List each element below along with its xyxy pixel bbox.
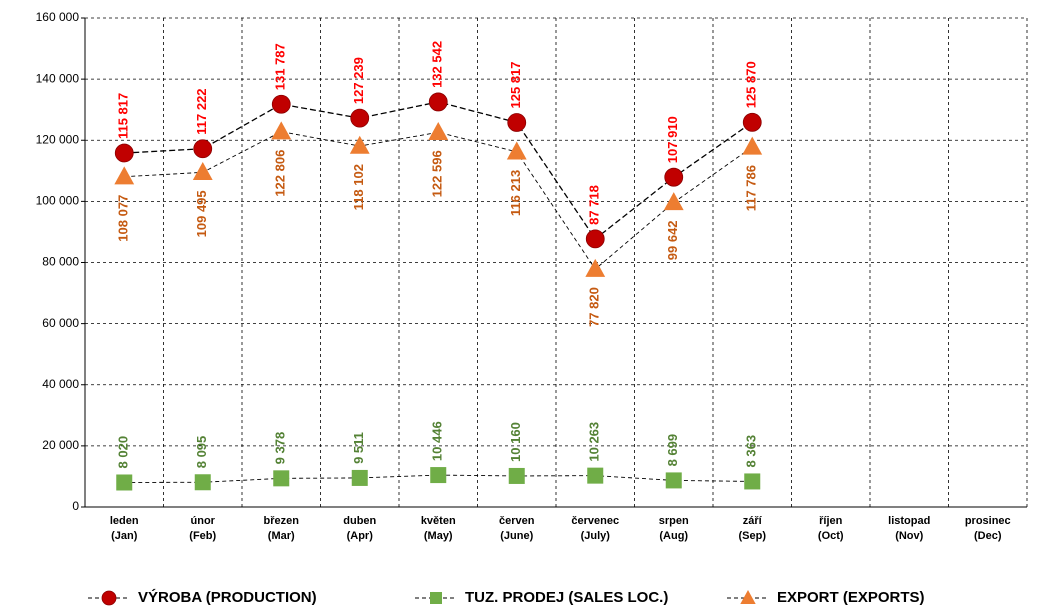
data-label: 8 095 [194, 436, 209, 469]
data-label: 9 511 [351, 432, 366, 464]
x-tick-label: leden (Jan) [110, 515, 139, 542]
data-point [350, 108, 370, 128]
data-label: 127 239 [351, 57, 366, 104]
legend-marker [740, 589, 756, 604]
data-point [507, 113, 527, 132]
data-point [585, 229, 605, 249]
x-tick-label: březen (Mar) [264, 515, 300, 542]
data-label: 8 699 [665, 434, 680, 467]
data-label: 117 222 [194, 88, 209, 134]
data-label: 9 378 [273, 432, 288, 465]
legend-label: EXPORT (EXPORTS) [777, 589, 925, 606]
y-tick-label: 40 000 [42, 377, 79, 391]
data-label: 117 786 [744, 165, 759, 211]
x-tick-label: září (Sep) [739, 515, 767, 542]
data-point [430, 467, 447, 484]
x-tick-label: červen (June) [499, 515, 535, 542]
data-label: 8 020 [116, 436, 131, 469]
data-point [273, 470, 290, 487]
data-label: 116 213 [508, 170, 523, 216]
y-tick-label: 140 000 [36, 71, 80, 85]
x-tick-label: říjen (Oct) [818, 515, 844, 542]
data-point [271, 121, 292, 140]
data-label: 122 596 [430, 150, 445, 197]
data-point [663, 192, 684, 211]
data-point [742, 112, 762, 132]
legend-marker [101, 590, 117, 606]
x-tick-label: květen (May) [421, 515, 456, 542]
data-point [349, 135, 370, 154]
data-label: 10 263 [587, 422, 602, 462]
data-point [744, 473, 761, 490]
data-point [742, 136, 763, 155]
data-label: 125 817 [508, 61, 523, 108]
data-point [116, 474, 133, 491]
data-label: 87 718 [587, 185, 602, 225]
series: 8 020 8 095 9 378 9 511 10 446 10 160 10 263 8 … [116, 421, 761, 491]
data-point [665, 472, 682, 489]
data-point [114, 143, 134, 163]
data-point [585, 258, 606, 277]
y-tick-label: 20 000 [42, 438, 79, 452]
data-label: 115 817 [116, 93, 131, 139]
data-label: 131 787 [273, 43, 288, 90]
data-point [506, 141, 527, 160]
y-tick-label: 160 000 [36, 10, 80, 24]
legend-label: TUZ. PRODEJ (SALES LOC.) [465, 589, 668, 606]
y-tick-label: 120 000 [36, 132, 80, 146]
series: 115 817 117 222 131 787 127 239 132 542 125 8… [114, 41, 762, 249]
y-tick-label: 100 000 [36, 194, 80, 208]
data-label: 108 077 [116, 195, 131, 242]
data-point [271, 94, 291, 114]
y-tick-label: 80 000 [42, 255, 79, 269]
x-tick-label: listopad (Nov) [888, 515, 930, 542]
data-label: 118 102 [351, 164, 366, 210]
data-point [114, 166, 135, 185]
data-point [192, 162, 213, 181]
y-tick-label: 60 000 [42, 316, 79, 330]
data-point [428, 92, 448, 112]
series: 108 077 109 495 122 806 118 102 122 596 116 2… [114, 121, 763, 327]
data-label: 10 160 [508, 422, 523, 462]
data-label: 10 446 [430, 421, 445, 461]
x-tick-label: prosinec (Dec) [965, 515, 1011, 542]
legend-label: VÝROBA (PRODUCTION) [138, 588, 317, 606]
data-label: 109 495 [194, 190, 209, 237]
x-tick-label: srpen (Aug) [659, 515, 689, 542]
data-point [351, 469, 368, 486]
data-point [664, 167, 684, 187]
x-tick-label: červenec (July) [571, 515, 619, 542]
data-label: 8 363 [744, 435, 759, 468]
data-point [194, 474, 211, 491]
data-label: 132 542 [430, 41, 445, 88]
data-point [587, 467, 604, 484]
data-label: 77 820 [587, 287, 602, 327]
data-label: 99 642 [665, 220, 680, 260]
data-label: 107 910 [665, 116, 680, 163]
x-tick-label: únor (Feb) [189, 515, 216, 542]
data-label: 122 806 [273, 150, 288, 197]
legend-marker [430, 592, 442, 604]
y-tick-label: 0 [72, 499, 79, 513]
data-label: 125 870 [744, 61, 759, 108]
series-line [124, 131, 753, 270]
data-point [508, 467, 525, 484]
data-point [193, 139, 213, 159]
data-point [428, 121, 449, 140]
x-tick-label: duben (Apr) [343, 515, 376, 542]
